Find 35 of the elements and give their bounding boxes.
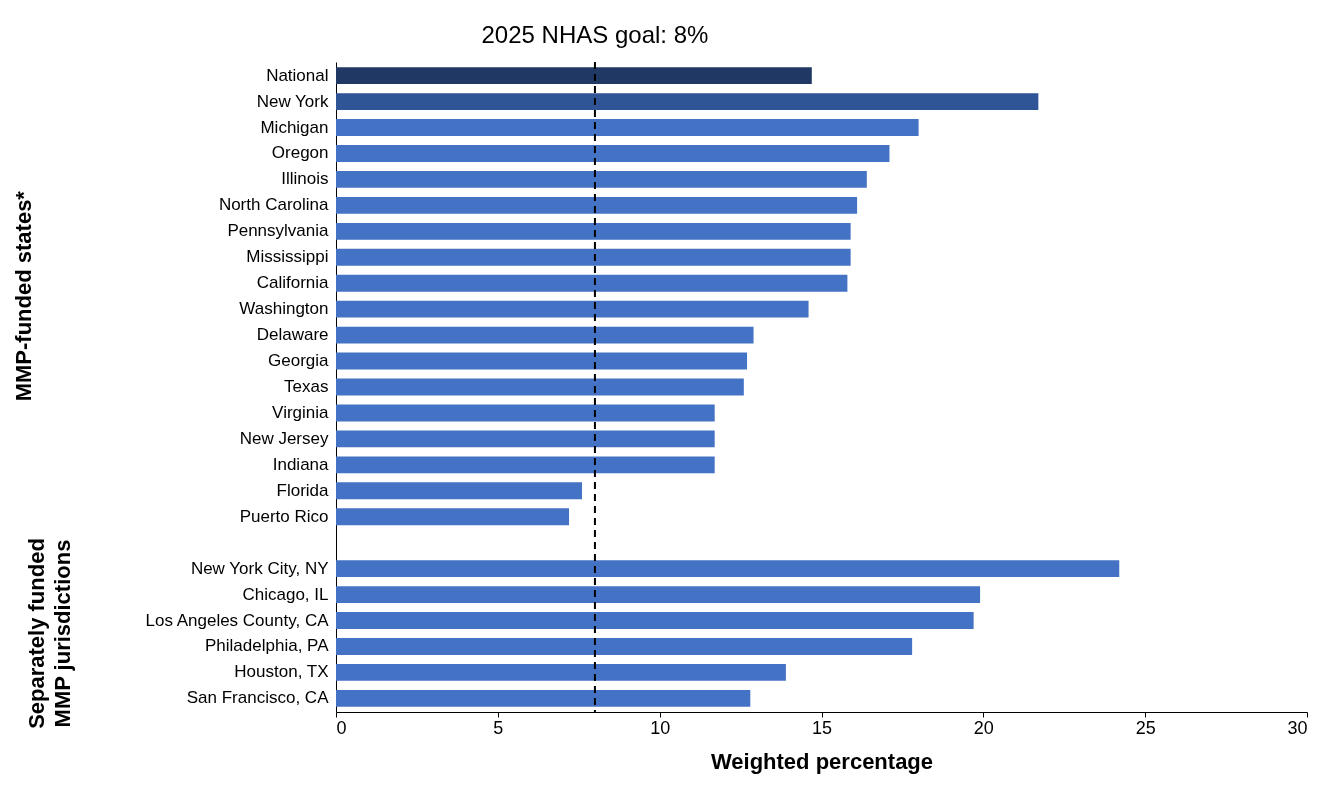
y-tick-label: New York City, NY — [190, 558, 329, 578]
y-tick-label: Los Angeles County, CA — [145, 610, 330, 630]
y-tick-label: Michigan — [260, 117, 329, 137]
x-tick-label: 5 — [493, 717, 504, 738]
x-tick-label: 20 — [973, 717, 994, 738]
y-tick-label: Pennsylvania — [227, 221, 330, 241]
y-tick-label: Washington — [239, 299, 329, 319]
y-tick-label: Oregon — [271, 143, 329, 163]
x-tick-label: 0 — [336, 717, 347, 738]
y-tick-label: Texas — [284, 377, 329, 396]
y-tick-label: Illinois — [281, 169, 329, 189]
x-axis-title: Weighted percentage — [710, 748, 934, 774]
y-tick-label: San Francisco, CA — [186, 688, 330, 708]
text: Separately funded MMP jurisdictions — [24, 538, 75, 729]
y-tick-label: Puerto Rico — [239, 506, 329, 526]
x-tick-label: 30 — [1287, 717, 1308, 738]
y-tick-label: North Carolina — [218, 195, 330, 215]
text: MMP-funded states* — [11, 190, 36, 402]
y-tick-label: New York — [256, 91, 329, 111]
y-tick-label: Philadelphia, PA — [205, 636, 330, 656]
y-tick-label: Virginia — [272, 402, 330, 422]
y-tick-label: Georgia — [268, 351, 330, 371]
y-tick-label: California — [256, 273, 330, 293]
y-tick-label: Florida — [276, 480, 330, 500]
y-tick-label: New Jersey — [239, 428, 329, 448]
ref-line-label: 2025 NHAS goal: 8% — [481, 21, 709, 48]
y-tick-label: Delaware — [256, 325, 329, 345]
y-tick-label: National — [266, 65, 329, 85]
y-tick-label: Mississippi — [246, 247, 329, 267]
x-tick-label: 25 — [1135, 717, 1156, 738]
y-tick-label: Indiana — [272, 454, 330, 474]
x-tick-label: 15 — [811, 717, 833, 738]
y-tick-label: Houston, TX — [234, 662, 329, 682]
x-tick-label: 10 — [650, 717, 671, 738]
y-tick-label: Chicago, IL — [242, 584, 329, 604]
